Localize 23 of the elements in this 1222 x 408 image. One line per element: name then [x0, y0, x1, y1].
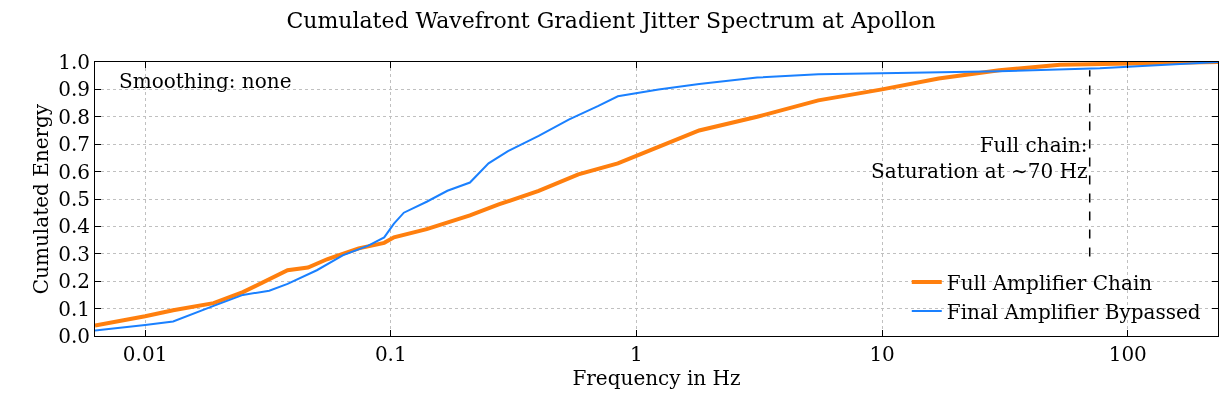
y-tick-label: 0.3 [58, 241, 90, 266]
y-tick-label: 0.9 [58, 77, 90, 102]
x-tick-label: 10 [869, 342, 895, 366]
y-tick-label: 0.0 [58, 324, 90, 348]
y-tick-label: 0.8 [58, 104, 90, 129]
annotation: Smoothing: none [119, 69, 292, 93]
y-tick-label: 1.0 [58, 50, 90, 74]
y-tick-label: 0.7 [58, 132, 90, 157]
x-tick-label: 100 [1108, 342, 1147, 366]
y-tick-label: 0.4 [58, 214, 90, 239]
ref-line-label: Full chain: Saturation at ∼70 Hz [871, 133, 1088, 183]
y-axis-title: Cumulated Energy [28, 103, 53, 295]
chart-title: Cumulated Wavefront Gradient Jitter Spectrum at Apollon [286, 7, 936, 33]
y-tick-label: 0.2 [58, 269, 90, 294]
x-tick-label: 1 [630, 342, 643, 366]
legend-label: Full Amplifier Chain [946, 270, 1153, 295]
x-tick-label: 0.01 [122, 342, 168, 366]
y-tick-label: 0.1 [58, 296, 90, 321]
y-tick-label: 0.5 [58, 187, 90, 211]
x-axis-title: Frequency in Hz [572, 366, 741, 390]
legend-label: Final Amplifier Bypassed [946, 299, 1201, 324]
y-tick-label: 0.6 [58, 159, 90, 184]
x-tick-label: 0.1 [374, 342, 407, 366]
